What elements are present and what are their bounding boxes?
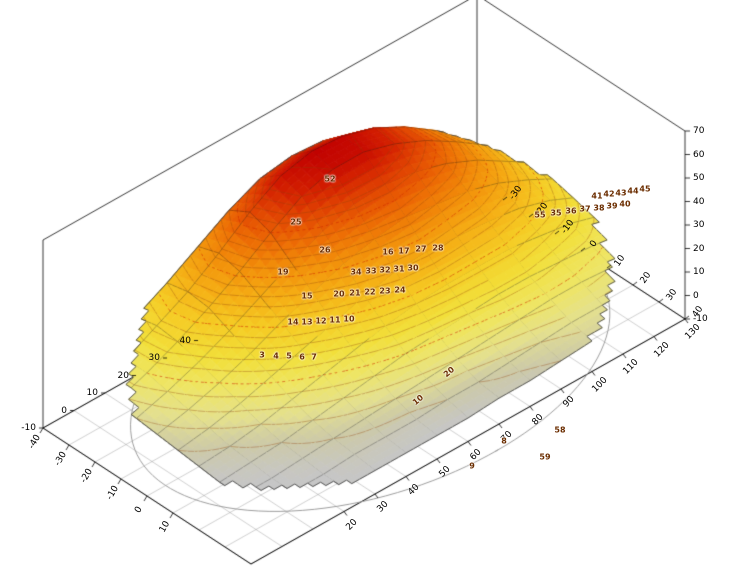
surface-plot: -40 -30 -20 -10 0 10 -30 -20 -10 0 10 20 30 40 -10 0 10 2… <box>0 0 750 578</box>
surface-plot-canvas <box>0 0 750 578</box>
